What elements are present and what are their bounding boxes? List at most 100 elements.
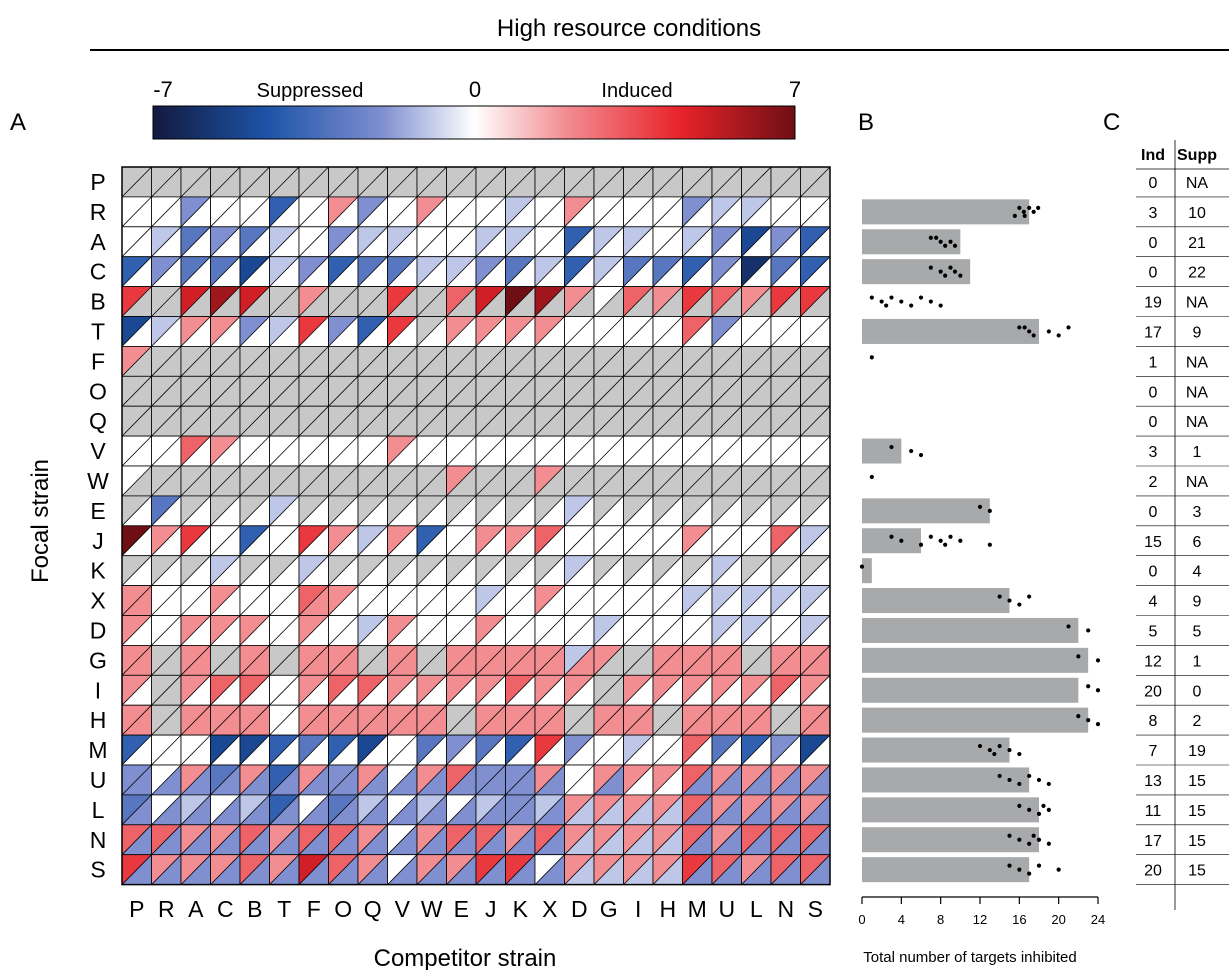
heatmap-cell-S-E — [446, 854, 477, 886]
heatmap-cell-E-J — [475, 495, 506, 527]
heatmap-cell-L-A — [180, 794, 211, 826]
heatmap-cell-U-F — [298, 764, 329, 796]
heatmap-cell-F-S — [800, 345, 831, 377]
heatmap-cell-Q-F — [298, 405, 329, 437]
heatmap-cell-diagonal — [564, 376, 595, 407]
heatmap-cell-K-M — [682, 555, 713, 587]
heatmap-cell-P-F — [298, 166, 329, 198]
heatmap-cell-diagonal — [269, 764, 300, 796]
heatmap-cell-O-W — [416, 375, 447, 407]
table-cell: 15 — [1144, 534, 1162, 551]
heatmap-cell-R-K — [505, 196, 536, 228]
heatmap-cell-O-A — [180, 375, 211, 407]
heatmap-cell-E-F — [298, 495, 329, 527]
table-cell: 3 — [1149, 444, 1158, 461]
heatmap-cell-P-M — [682, 166, 713, 198]
heatmap-cell-V-T — [269, 435, 300, 467]
heatmap-cell-diagonal — [534, 675, 565, 706]
heatmap-cell-diagonal — [534, 166, 565, 198]
heatmap-cell-P-B — [239, 166, 270, 198]
heatmap-cell-V-M — [682, 435, 713, 467]
heatmap-cell-diagonal — [446, 675, 477, 706]
heatmap-cell-diagonal — [239, 286, 270, 317]
heatmap-cell-diagonal — [770, 794, 801, 826]
heatmap-cell-diagonal — [593, 555, 624, 586]
table-cell: 7 — [1149, 743, 1158, 760]
heatmap-cell-diagonal — [269, 166, 300, 198]
heatmap-cell-diagonal — [357, 495, 388, 527]
bar-point — [1017, 751, 1022, 757]
heatmap-cell-Q-I — [623, 405, 654, 437]
heatmap-cell-K-C — [210, 555, 241, 587]
heatmap-column-label: X — [542, 896, 557, 922]
heatmap-cell-G-H — [652, 645, 683, 676]
heatmap-cell-T-D — [564, 316, 595, 347]
heatmap-cell-C-M — [682, 256, 713, 288]
heatmap-cell-V-U — [711, 435, 742, 467]
heatmap-cell-N-O — [328, 824, 359, 856]
heatmap-cell-diagonal — [298, 435, 329, 467]
heatmap-cell-diagonal — [357, 166, 388, 198]
heatmap-cell-diagonal — [800, 764, 831, 796]
heatmap-cell-diagonal — [357, 675, 388, 706]
heatmap-cell-R-Q — [357, 196, 388, 228]
heatmap-cell-diagonal — [298, 645, 329, 676]
heatmap-cell-diagonal — [151, 226, 182, 257]
heatmap-cell-diagonal — [151, 435, 182, 467]
heatmap-cell-diagonal — [180, 405, 211, 437]
heatmap-frame — [121, 166, 831, 886]
heatmap-cell-X-A — [180, 585, 211, 616]
heatmap-cell-diagonal — [623, 256, 654, 287]
heatmap-cell-W-Q — [357, 465, 388, 497]
heatmap-cell-B-D — [564, 286, 595, 317]
heatmap-cell-diagonal — [239, 196, 270, 228]
heatmap-cell-diagonal — [239, 615, 270, 646]
bar-point — [1086, 628, 1091, 633]
table-cell: 17 — [1144, 324, 1162, 341]
bar-point — [909, 448, 914, 454]
heatmap-cell-A-T — [269, 226, 300, 258]
heatmap-cell-P-W — [416, 166, 447, 198]
heatmap-cell-diagonal — [682, 465, 713, 497]
heatmap-cell-F-F — [298, 345, 329, 377]
heatmap-cell-diagonal — [770, 346, 801, 377]
heatmap-cell-W-N — [770, 465, 801, 497]
heatmap-cell-diagonal — [151, 256, 182, 287]
bar-point — [1095, 722, 1101, 727]
heatmap-cell-B-U — [711, 286, 742, 317]
bar-x-axis-label: Total number of targets inhibited — [863, 949, 1076, 966]
bar-point — [1007, 863, 1012, 868]
heatmap-cell-H-A — [180, 704, 211, 736]
table-cell: 20 — [1144, 863, 1162, 880]
heatmap-cell-diagonal — [534, 734, 565, 766]
heatmap-cell-diagonal — [770, 435, 801, 467]
heatmap-cell-diagonal — [151, 525, 182, 556]
heatmap-cell-diagonal — [564, 555, 595, 586]
heatmap-cell-O-O — [328, 375, 359, 407]
heatmap-row-label: J — [92, 528, 104, 554]
heatmap-cell-diagonal — [239, 405, 270, 437]
heatmap-cell-C-F — [298, 256, 329, 288]
heatmap-cell-diagonal — [711, 555, 742, 586]
heatmap-cell-diagonal — [800, 256, 831, 287]
heatmap-cell-diagonal — [475, 256, 506, 287]
heatmap-cell-D-X — [534, 615, 565, 646]
heatmap-cell-diagonal — [328, 166, 359, 198]
heatmap-cell-diagonal — [416, 256, 447, 287]
heatmap-column-label: P — [129, 896, 144, 922]
heatmap-cell-W-U — [711, 465, 742, 497]
heatmap-cell-diagonal — [623, 555, 654, 586]
heatmap-cell-diagonal — [741, 465, 772, 497]
heatmap-cell-W-V — [387, 465, 418, 497]
bar-M — [862, 737, 1010, 763]
heatmap-cell-diagonal — [623, 376, 654, 407]
heatmap-cell-W-L — [741, 465, 772, 497]
heatmap-cell-diagonal — [180, 645, 211, 676]
heatmap-cell-diagonal — [505, 435, 536, 467]
table-cell: NA — [1186, 414, 1209, 431]
heatmap-cell-D-A — [180, 615, 211, 646]
heatmap-cell-T-I — [623, 316, 654, 347]
heatmap-cell-U-R — [151, 764, 182, 796]
heatmap-cell-diagonal — [357, 764, 388, 796]
bar-point — [899, 538, 904, 543]
